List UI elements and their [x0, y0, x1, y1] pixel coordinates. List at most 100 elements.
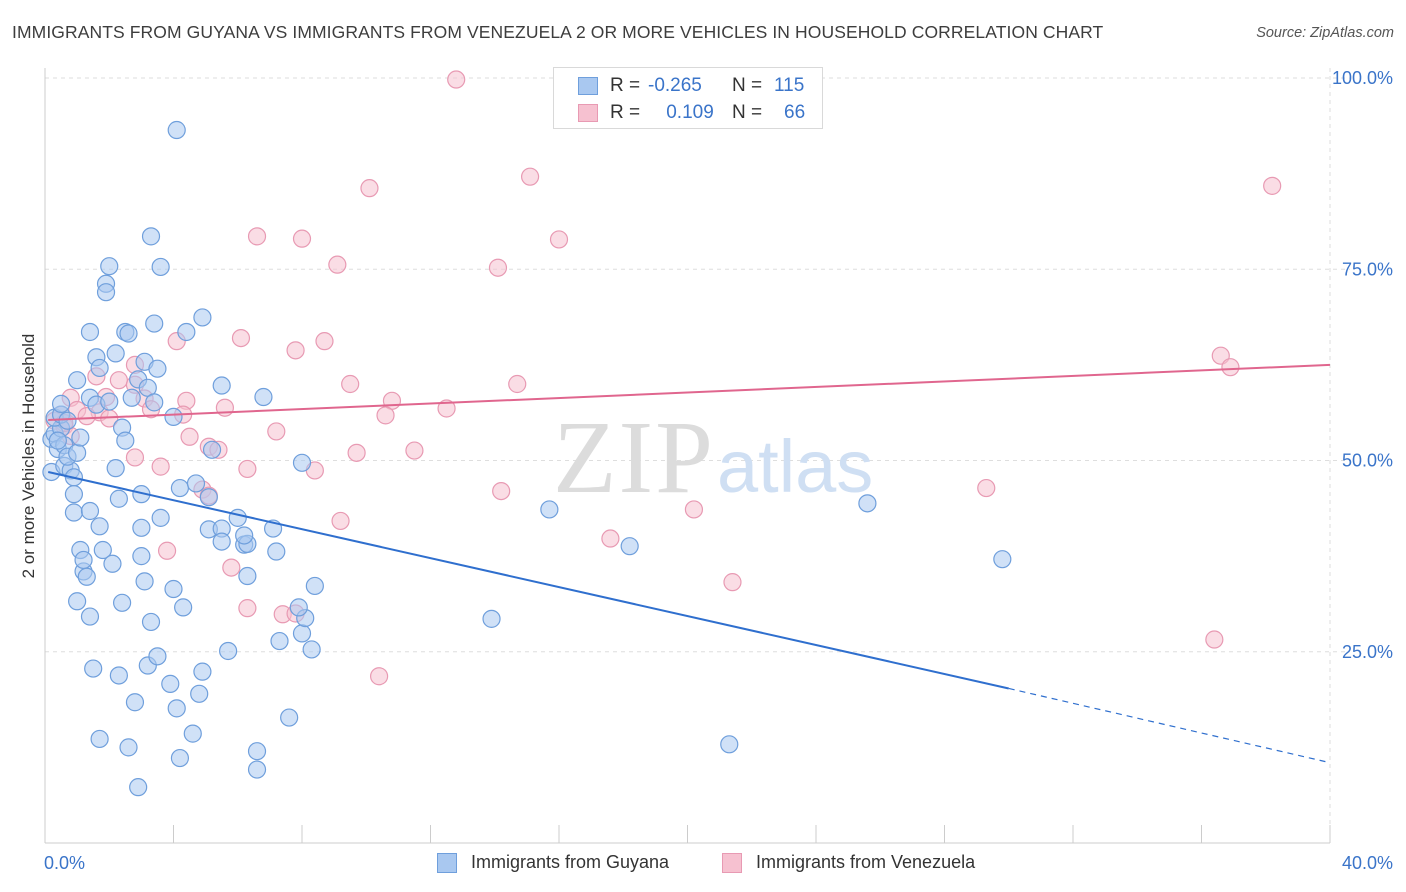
- guyana-point: [119, 324, 138, 343]
- guyana-point: [161, 674, 180, 693]
- guyana-point: [122, 388, 141, 407]
- legend-n-label: N =: [732, 75, 763, 96]
- venezuela-point: [125, 448, 145, 467]
- watermark-atlas: atlas: [717, 425, 873, 508]
- guyana-point: [148, 359, 167, 378]
- guyana-point: [68, 592, 87, 611]
- guyana-point: [106, 459, 125, 478]
- guyana-point: [193, 662, 212, 681]
- y-axis-label: 2 or more Vehicles in Household: [19, 334, 38, 579]
- guyana-point: [164, 579, 183, 599]
- guyana-point: [190, 684, 209, 703]
- guyana-point: [186, 474, 206, 493]
- legend-n-label: N =: [732, 102, 763, 123]
- legend-row-venezuela: R = 0.109 N = 66: [578, 100, 805, 126]
- guyana-point: [174, 598, 193, 617]
- legend-item-guyana[interactable]: Immigrants from Guyana: [437, 852, 669, 873]
- x-tick-label: 0.0%: [44, 853, 85, 873]
- legend-n-value: 66: [784, 102, 806, 123]
- legend-swatch-venezuela: [722, 852, 742, 873]
- guyana-point: [270, 631, 289, 651]
- venezuela-point: [231, 329, 251, 348]
- guyana-point: [151, 257, 170, 277]
- guyana-point: [292, 453, 312, 472]
- guyana-point: [112, 593, 132, 612]
- guyana-point: [64, 485, 84, 504]
- guyana-point: [132, 547, 151, 566]
- venezuela-point: [247, 227, 267, 246]
- venezuela-point: [508, 374, 527, 394]
- guyana-point: [77, 567, 96, 586]
- legend-r-value: 0.109: [666, 102, 714, 123]
- venezuela-trend-line: [48, 363, 1331, 421]
- guyana-point: [100, 257, 119, 276]
- y-tick-label: 25.0%: [1342, 642, 1393, 662]
- venezuela-point: [723, 573, 742, 592]
- guyana-point: [302, 640, 321, 659]
- guyana-point: [151, 508, 170, 527]
- guyana-point: [858, 494, 877, 513]
- venezuela-point: [520, 167, 540, 186]
- legend-row-guyana: R = -0.265 N = 115: [578, 73, 804, 99]
- guyana-point: [64, 503, 84, 522]
- y-tick-label: 75.0%: [1342, 259, 1393, 279]
- guyana-point: [80, 322, 100, 342]
- guyana-point: [96, 283, 116, 302]
- guyana-point: [90, 729, 109, 749]
- venezuela-point: [215, 398, 234, 417]
- legend-n-value: 115: [774, 75, 805, 96]
- venezuela-point: [151, 457, 170, 476]
- guyana-point: [119, 738, 138, 757]
- guyana-point: [212, 532, 231, 551]
- guyana-point: [145, 314, 164, 333]
- guyana-point: [993, 550, 1012, 569]
- venezuela-point: [1263, 176, 1282, 195]
- guyana-point: [254, 387, 273, 407]
- guyana-point: [116, 431, 135, 450]
- guyana-point: [71, 428, 90, 447]
- guyana-point: [51, 394, 71, 413]
- guyana-point: [540, 500, 559, 519]
- guyana-trend-extension: [1008, 687, 1331, 764]
- guyana-point: [280, 708, 299, 727]
- venezuela-point: [331, 511, 350, 531]
- venezuela-point: [315, 332, 334, 351]
- venezuela-point: [492, 482, 511, 501]
- guyana-point: [183, 724, 202, 743]
- venezuela-point: [376, 406, 395, 425]
- guyana-point: [305, 576, 324, 596]
- legend-label-venezuela: Immigrants from Venezuela: [756, 852, 976, 872]
- guyana-point: [170, 748, 190, 768]
- venezuela-point: [684, 500, 704, 519]
- legend-r-value: -0.265: [648, 75, 702, 96]
- axes: [44, 68, 1331, 844]
- legend-item-venezuela[interactable]: Immigrants from Venezuela: [722, 852, 975, 873]
- guyana-point: [132, 518, 151, 537]
- y-tick-label: 100.0%: [1332, 68, 1393, 88]
- venezuela-point: [405, 441, 424, 460]
- venezuela-point: [447, 70, 466, 89]
- guyana-point: [109, 489, 128, 508]
- guyana-point: [93, 540, 112, 560]
- guyana-point: [177, 322, 196, 342]
- trend-lines: [47, 363, 1331, 764]
- guyana-point: [167, 120, 186, 140]
- guyana-point: [129, 778, 148, 797]
- guyana-point: [74, 550, 93, 570]
- guyana-point: [145, 393, 164, 412]
- guyana-point: [90, 358, 109, 378]
- guyana-point: [202, 440, 222, 459]
- guyana-point: [235, 526, 254, 545]
- y-tick-label: 50.0%: [1342, 451, 1393, 471]
- guyana-point: [289, 598, 308, 617]
- guyana-point: [84, 659, 103, 678]
- legend-r-label: R =: [610, 75, 641, 96]
- guyana-point: [247, 760, 267, 779]
- guyana-point: [68, 371, 87, 390]
- legend-r-label: R =: [610, 102, 641, 123]
- watermark: ZIP atlas: [553, 400, 873, 515]
- guyana-point: [170, 478, 190, 498]
- guyana-trend-line: [47, 470, 1009, 690]
- venezuela-point: [1205, 630, 1224, 649]
